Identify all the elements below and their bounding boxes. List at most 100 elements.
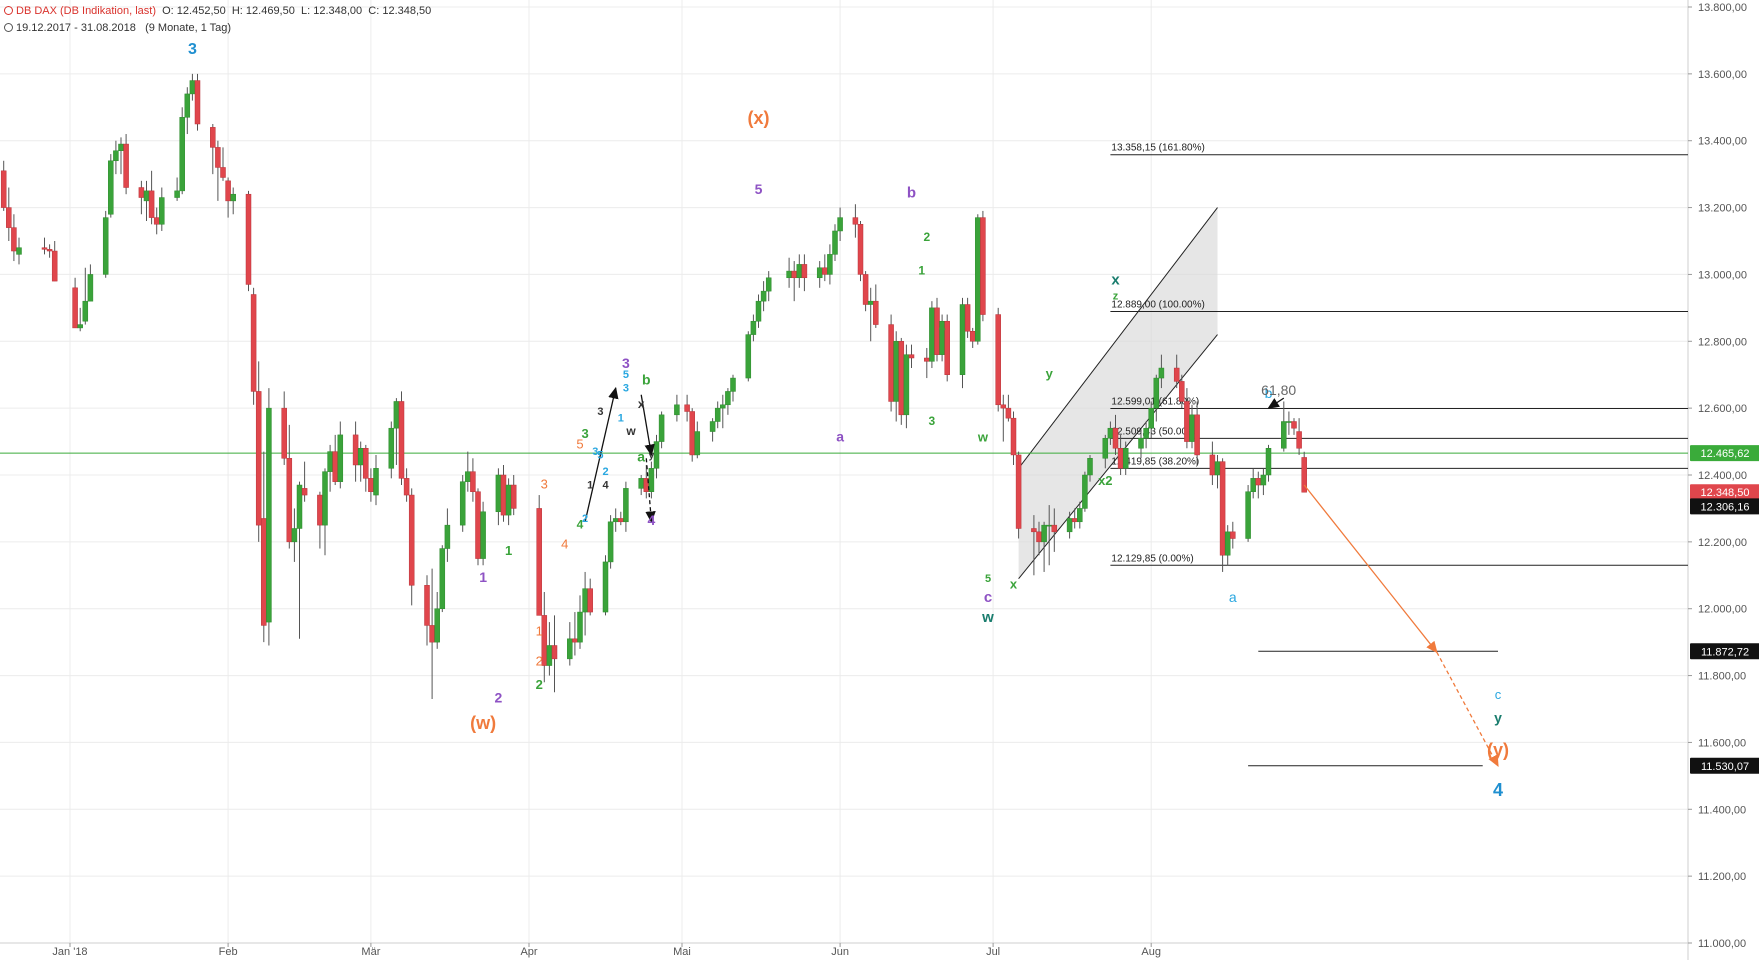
wave-label: 2: [582, 513, 588, 525]
wave-label: 1: [618, 413, 624, 425]
current-price-tag: 12.465,62: [1701, 448, 1750, 460]
x-tick-label: Mai: [673, 946, 691, 958]
candle-body: [822, 267, 828, 275]
y-tick-label: 12.200,00: [1698, 537, 1747, 549]
candle-body: [567, 638, 573, 660]
wave-label: 2: [602, 466, 608, 478]
fib-level-label: 12.509,43 (50.00%): [1111, 426, 1199, 437]
candle-body: [82, 300, 89, 322]
candle-body: [832, 230, 838, 255]
candle-body: [138, 187, 145, 198]
candle-body: [852, 217, 859, 225]
candle-body: [975, 217, 981, 342]
wave-label: 4: [648, 512, 656, 528]
candle-body: [194, 80, 201, 125]
candle-body: [1122, 448, 1129, 469]
candle-body: [980, 217, 986, 315]
candle-body: [357, 448, 364, 466]
candle-body: [618, 518, 624, 523]
wave-label: c: [1495, 687, 1502, 702]
price-tag: 11.530,07: [1701, 761, 1749, 773]
candle-body: [908, 354, 915, 359]
price-tag-bg: [1690, 484, 1759, 501]
wave-label: 5: [985, 573, 991, 585]
period-label: (9 Monate, 1 Tag): [145, 22, 232, 34]
candle-body: [857, 224, 864, 275]
y-tick-label: 13.400,00: [1698, 136, 1747, 148]
x-tick-label: Feb: [219, 946, 238, 958]
candle-body: [388, 427, 395, 469]
candle-body: [827, 254, 833, 275]
y-tick-label: 13.600,00: [1698, 69, 1747, 81]
candle-body: [1015, 454, 1022, 529]
candle-body: [1051, 524, 1058, 533]
candle-body: [255, 391, 262, 526]
candle-body: [245, 193, 252, 285]
wave-label: 4: [602, 479, 609, 491]
wave-label: w: [981, 609, 994, 626]
candle-body: [393, 401, 400, 429]
wave-label: 2: [923, 230, 930, 244]
candle-body: [87, 274, 94, 302]
candle-body: [623, 488, 629, 523]
candle-body: [725, 391, 731, 406]
candle-body: [1000, 404, 1007, 409]
candle-body: [510, 484, 517, 509]
candle-body: [867, 300, 874, 305]
wave-label: 1: [587, 479, 593, 491]
candle-body: [266, 407, 272, 623]
candle-body: [1071, 518, 1078, 523]
candle-body: [368, 478, 374, 492]
wave-label: 3: [188, 41, 197, 58]
projection-arrow: [640, 394, 655, 457]
chart-header-line2: 19.12.2017 - 31.08.2018 (9 Monate, 1 Tag…: [4, 22, 231, 34]
date-range: 19.12.2017 - 31.08.2018: [16, 22, 136, 34]
candle-body: [648, 468, 655, 492]
candle-body: [77, 324, 83, 329]
candle-body: [587, 588, 593, 613]
candle-body: [1281, 421, 1287, 449]
wave-label: y: [1046, 366, 1054, 381]
close-value: C: 12.348,50: [368, 5, 432, 17]
candle-body: [1265, 448, 1272, 476]
candle-body: [398, 401, 405, 479]
candle-body: [1194, 414, 1200, 456]
candle-body: [1010, 417, 1017, 456]
x-tick-label: Jan '18: [52, 946, 87, 958]
candle-body: [602, 561, 609, 613]
wave-label: 5: [623, 369, 629, 381]
wave-label: w: [977, 430, 989, 445]
candle-body: [755, 300, 762, 322]
candle-body: [1245, 491, 1251, 539]
candle-body: [689, 411, 695, 456]
candle-body: [408, 494, 415, 586]
candle-body: [903, 354, 910, 416]
candle-body: [363, 448, 369, 479]
wave-label: (w): [470, 713, 496, 733]
candle-body: [745, 334, 752, 379]
candle-body: [873, 300, 879, 325]
candle-body: [1179, 381, 1185, 402]
candle-body: [730, 377, 736, 392]
candle-body: [439, 548, 446, 609]
x-tick-label: Jun: [831, 946, 849, 958]
candle-body: [475, 491, 481, 559]
candle-body: [1082, 474, 1088, 509]
candle-body: [1291, 421, 1297, 429]
projection-arrow: [1267, 397, 1285, 409]
candle-body: [225, 180, 231, 202]
candle-body: [893, 341, 899, 402]
candle-body: [551, 645, 558, 660]
candle-body: [1117, 448, 1124, 469]
candle-body: [159, 197, 165, 225]
candle-body: [1102, 437, 1109, 459]
candle-body: [1041, 524, 1047, 543]
fib-level-label: 13.358,15 (161.80%): [1111, 143, 1204, 154]
wave-label: 3: [592, 446, 598, 458]
x-tick-label: Jul: [986, 946, 1000, 958]
wave-label: a: [1229, 589, 1237, 605]
candle-body: [301, 488, 308, 496]
candle-body: [674, 404, 680, 416]
wave-label: 2: [495, 689, 503, 705]
